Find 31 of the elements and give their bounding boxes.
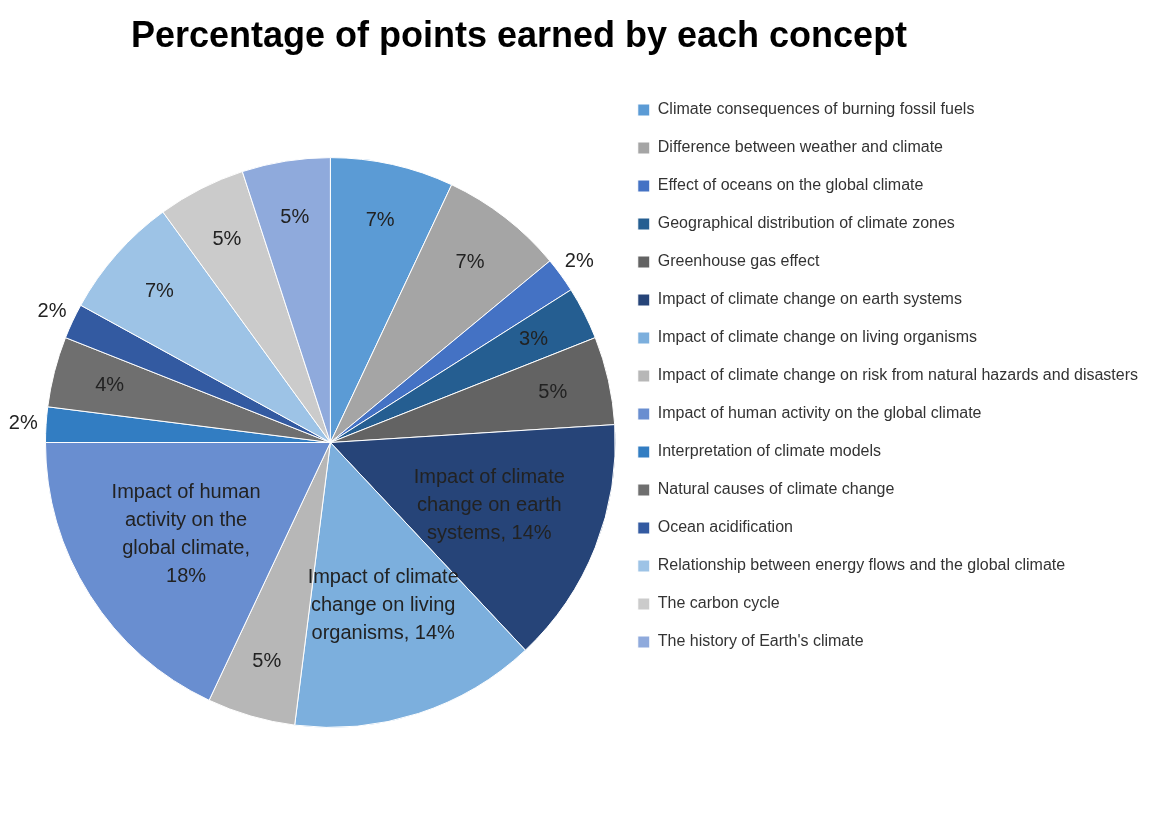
data-label: Impact of climate change on living organisms, 14%: [307, 564, 459, 643]
legend-label: Greenhouse gas effect: [657, 252, 820, 270]
legend-label: Relationship between energy flows and the global climate: [657, 556, 1066, 574]
legend-label: Geographical distribution of climate zones: [657, 214, 955, 232]
legend-label: Natural causes of climate change: [657, 480, 895, 498]
legend-label: The carbon cycle: [657, 594, 780, 612]
data-label: 5%: [212, 226, 242, 249]
data-label: 7%: [365, 207, 395, 230]
legend-label: Ocean acidification: [657, 518, 793, 536]
legend-label: Climate consequences of burning fossil fuels: [657, 100, 975, 118]
data-label: 5%: [538, 380, 568, 403]
data-label: 5%: [252, 648, 282, 671]
data-label: 2%: [8, 410, 38, 433]
data-label: 4%: [95, 373, 125, 396]
legend-label: Impact of climate change on living organisms: [657, 328, 978, 346]
data-label: 2%: [37, 299, 67, 322]
chart-title: Percentage of points earned by each concept: [129, 13, 909, 57]
legend-label: Impact of climate change on earth systems: [657, 290, 962, 308]
legend-label: Impact of human activity on the global climate: [657, 404, 982, 422]
legend-label: Interpretation of climate models: [657, 442, 881, 460]
legend-label: The history of Earth's climate: [657, 632, 864, 650]
data-label: Impact of human activity on the global climate, 18%: [111, 479, 261, 586]
legend-label: Difference between weather and climate: [657, 138, 944, 156]
data-label: 5%: [280, 204, 310, 227]
data-label: 2%: [564, 249, 594, 272]
data-label: 3%: [519, 326, 549, 349]
data-label: 7%: [455, 249, 485, 272]
data-label: 7%: [144, 279, 175, 302]
legend-label: Impact of climate change on risk from natural hazards and disasters: [657, 366, 1139, 384]
legend-label: Effect of oceans on the global climate: [657, 176, 924, 194]
data-label: Impact of climate change on earth systems, 14%: [413, 464, 565, 543]
